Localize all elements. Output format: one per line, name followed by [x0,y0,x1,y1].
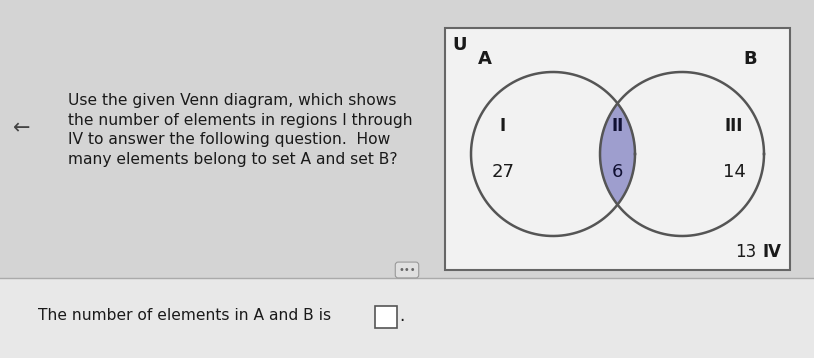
Text: I: I [500,117,506,135]
Bar [375,306,397,328]
Text: U: U [452,36,466,54]
Text: A: A [478,50,492,68]
Polygon shape [600,103,635,205]
Text: The number of elements in A and B is: The number of elements in A and B is [38,309,331,324]
Text: III: III [724,117,743,135]
Text: II: II [611,117,624,135]
Bar [0,0,814,278]
Text: Use the given Venn diagram, which shows
the number of elements in regions I thro: Use the given Venn diagram, which shows … [68,93,413,167]
Text: 14: 14 [723,163,746,181]
Bar [0,278,814,358]
Text: •••: ••• [398,265,416,275]
Text: ←: ← [13,118,31,138]
Text: 13: 13 [735,243,757,261]
Text: 27: 27 [492,163,514,181]
Text: IV: IV [763,243,781,261]
Text: 6: 6 [612,163,624,181]
Bar [445,28,790,270]
Text: .: . [399,307,405,325]
Text: B: B [743,50,757,68]
